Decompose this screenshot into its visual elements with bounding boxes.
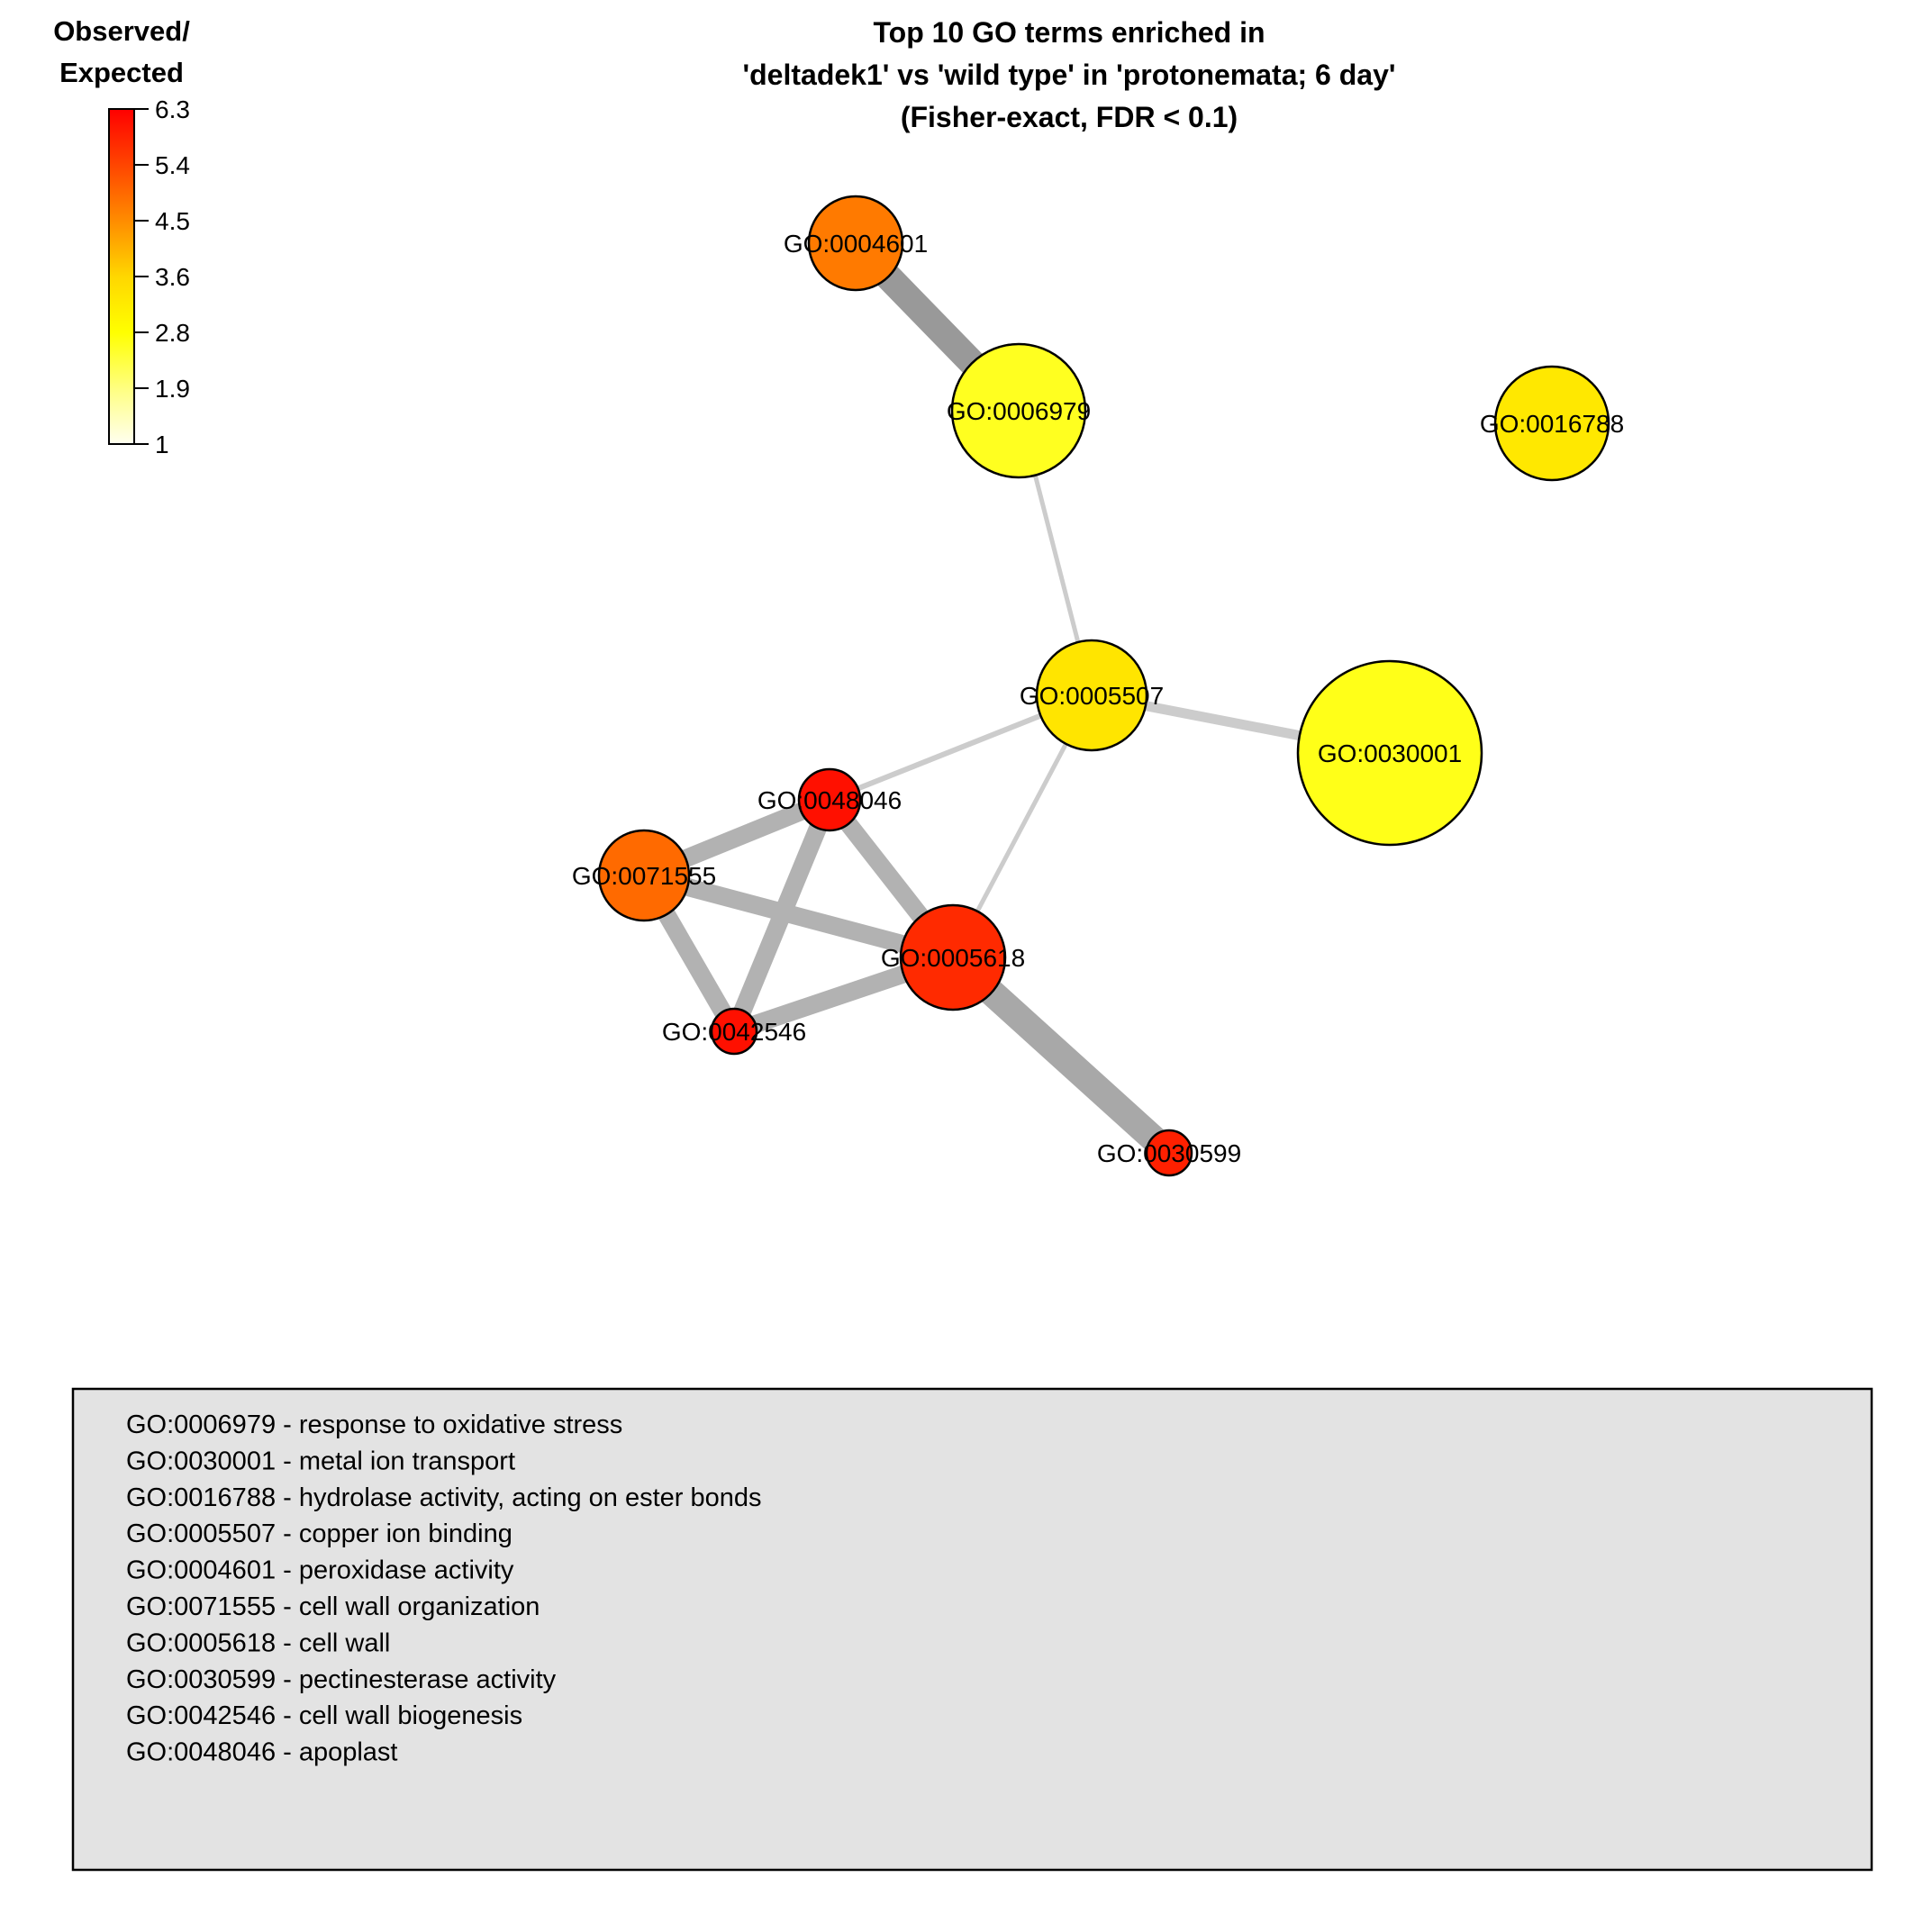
node-label-GO0030599: GO:0030599	[1097, 1139, 1241, 1167]
legend-tick-label: 1	[155, 431, 169, 458]
description-line: GO:0005507 - copper ion binding	[126, 1519, 512, 1548]
node-GO0030001[interactable]	[1296, 659, 1483, 847]
color-legend: Observed/ Expected 6.3 5.4 4.5 3.6 2.8 1.9 1	[53, 15, 190, 458]
go-description-box: GO:0006979 - response to oxidative stres…	[71, 1387, 1873, 1872]
chart-title: Top 10 GO terms enriched in 'deltadek1' …	[743, 16, 1396, 133]
description-line: GO:0030001 - metal ion transport	[126, 1447, 515, 1475]
node-label-GO0071555: GO:0071555	[572, 862, 716, 890]
node-GO0004601[interactable]	[807, 195, 904, 292]
legend-tick-label: 3.6	[155, 263, 190, 291]
description-line: GO:0048046 - apoplast	[126, 1738, 397, 1767]
node-label-GO0048046: GO:0048046	[757, 786, 902, 814]
node-label-GO0006979: GO:0006979	[947, 397, 1091, 425]
title-line-2: 'deltadek1' vs 'wild type' in 'protonema…	[743, 59, 1396, 91]
legend-ticks: 6.3 5.4 4.5 3.6 2.8 1.9 1	[134, 95, 190, 458]
description-line: GO:0004601 - peroxidase activity	[126, 1556, 514, 1585]
description-line: GO:0042546 - cell wall biogenesis	[126, 1701, 522, 1730]
legend-title-line-1: Observed/	[53, 15, 190, 47]
description-line: GO:0071555 - cell wall organization	[126, 1592, 540, 1621]
node-GO0042546[interactable]	[710, 1007, 758, 1056]
node-GO0030599[interactable]	[1145, 1129, 1193, 1177]
legend-tick-label: 1.9	[155, 375, 190, 403]
node-GO0071555[interactable]	[597, 829, 691, 922]
network-nodes	[597, 195, 1610, 1177]
title-line-3: (Fisher-exact, FDR < 0.1)	[901, 101, 1238, 133]
legend-color-bar	[108, 108, 135, 445]
title-line-1: Top 10 GO terms enriched in	[873, 16, 1265, 49]
node-label-GO0030001: GO:0030001	[1318, 739, 1462, 767]
legend-tick-label: 4.5	[155, 207, 190, 235]
node-label-GO0042546: GO:0042546	[662, 1018, 806, 1046]
node-GO0005618[interactable]	[899, 903, 1007, 1011]
legend-tick-label: 5.4	[155, 151, 190, 179]
node-GO0005507[interactable]	[1035, 639, 1148, 752]
node-label-GO0005618: GO:0005618	[881, 944, 1025, 972]
description-line: GO:0005618 - cell wall	[126, 1628, 390, 1657]
legend-tick-label: 6.3	[155, 95, 190, 123]
legend-tick-label: 2.8	[155, 319, 190, 347]
network-node-labels: GO:0004601 GO:0006979 GO:0016788 GO:0005507…	[572, 230, 1624, 1167]
node-label-GO0004601: GO:0004601	[784, 230, 928, 258]
description-line: GO:0030599 - pectinesterase activity	[126, 1665, 557, 1694]
legend-title-line-2: Expected	[59, 57, 184, 88]
description-box-background	[71, 1387, 1873, 1872]
node-GO0016788[interactable]	[1493, 365, 1610, 482]
description-line: GO:0006979 - response to oxidative stres…	[126, 1410, 622, 1439]
node-label-GO0005507: GO:0005507	[1020, 682, 1164, 710]
node-GO0006979[interactable]	[950, 342, 1087, 479]
description-list: GO:0006979 - response to oxidative stres…	[126, 1410, 762, 1767]
description-line: GO:0016788 - hydrolase activity, acting …	[126, 1483, 762, 1512]
node-GO0048046[interactable]	[797, 767, 862, 832]
node-label-GO0016788: GO:0016788	[1480, 410, 1624, 438]
